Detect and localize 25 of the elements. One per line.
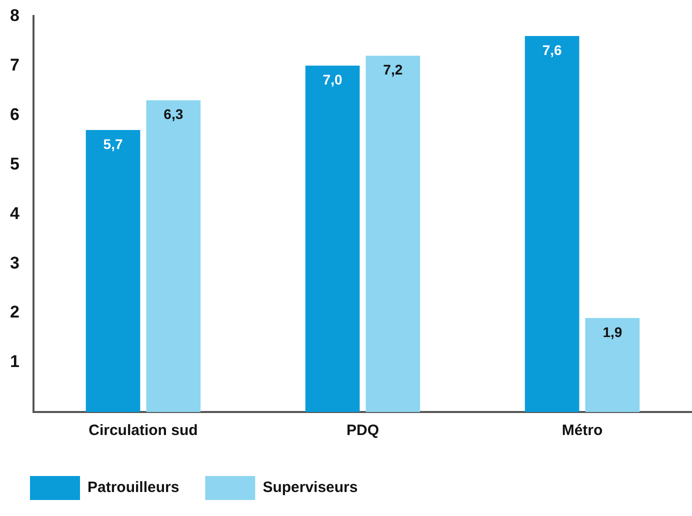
bar (146, 100, 201, 412)
y-tick-label: 4 (10, 204, 20, 223)
bar (524, 36, 580, 412)
x-tick-label: Métro (562, 422, 603, 440)
y-tick-label: 2 (10, 302, 20, 322)
x-tick-label: PDQ (346, 422, 380, 440)
bar (366, 56, 420, 412)
y-tick-label: 3 (10, 253, 20, 272)
y-tick-label: 7 (10, 55, 20, 74)
legend-label: Superviseurs (262, 479, 358, 496)
data-label: 7,0 (322, 72, 342, 88)
legend-label: Patrouilleurs (88, 479, 180, 496)
data-label: 5,7 (103, 136, 123, 152)
data-label: 6,3 (164, 106, 184, 122)
bar (86, 130, 140, 412)
data-label: 7,2 (383, 62, 403, 78)
y-tick-label: 8 (10, 6, 20, 25)
y-tick-label: 1 (10, 352, 20, 372)
data-label: 7,6 (542, 42, 562, 58)
bar (305, 66, 360, 412)
data-label: 1,9 (602, 324, 622, 340)
bar (585, 318, 640, 412)
y-tick-label: 6 (10, 104, 20, 124)
x-tick-label: Circulation sud (88, 422, 198, 440)
y-tick-label: 5 (10, 154, 20, 174)
